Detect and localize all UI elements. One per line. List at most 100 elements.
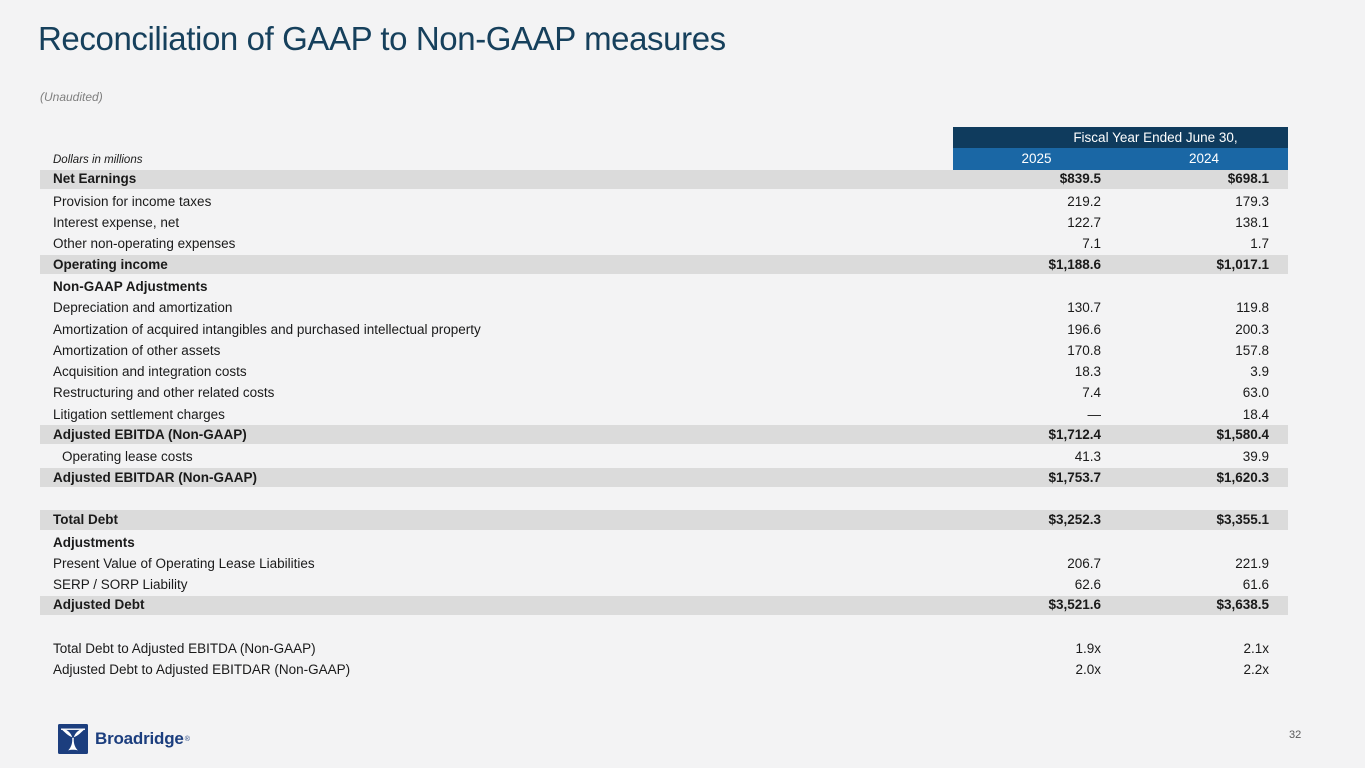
value-2024: 39.9 bbox=[1242, 449, 1269, 465]
value-2025: 41.3 bbox=[1074, 449, 1101, 465]
value-2024: 221.9 bbox=[1235, 555, 1269, 571]
registered-trademark-icon: ® bbox=[184, 735, 190, 743]
table-row: Total Debt $3,252.3 $3,355.1 bbox=[40, 510, 1288, 532]
value-2025: 130.7 bbox=[1067, 300, 1101, 316]
broadridge-logo-text: Broadridge bbox=[95, 729, 184, 748]
value-2024: 200.3 bbox=[1235, 321, 1269, 337]
row-label: Other non-operating expenses bbox=[53, 236, 236, 252]
row-label: Operating lease costs bbox=[62, 449, 193, 465]
page-number: 32 bbox=[1289, 729, 1302, 741]
spacer-row bbox=[40, 489, 1288, 510]
value-2025: $3,521.6 bbox=[1048, 597, 1101, 613]
value-2025: 1.9x bbox=[1075, 641, 1101, 657]
table-header-row-years: Dollars in millions 2025 2024 bbox=[40, 148, 1288, 170]
table-row: Amortization of other assets 170.8 157.8 bbox=[40, 340, 1288, 361]
row-label: Adjustments bbox=[53, 534, 135, 550]
row-label: Amortization of acquired intangibles and… bbox=[53, 321, 481, 337]
value-2025: 206.7 bbox=[1067, 555, 1101, 571]
table-row: Present Value of Operating Lease Liabili… bbox=[40, 553, 1288, 574]
row-label: Provision for income taxes bbox=[53, 193, 212, 209]
value-2024: $3,355.1 bbox=[1216, 512, 1269, 528]
value-2024: $698.1 bbox=[1227, 171, 1269, 187]
value-2024: 157.8 bbox=[1235, 342, 1269, 358]
row-label: Amortization of other assets bbox=[53, 342, 221, 358]
spacer-row bbox=[40, 617, 1288, 638]
row-label: Operating income bbox=[53, 256, 168, 272]
table-header-row-span: Fiscal Year Ended June 30, bbox=[40, 127, 1288, 149]
value-2024: 179.3 bbox=[1235, 193, 1269, 209]
row-label: Total Debt to Adjusted EBITDA (Non-GAAP) bbox=[53, 641, 316, 657]
value-2025: 7.4 bbox=[1082, 385, 1101, 401]
row-label: Acquisition and integration costs bbox=[53, 364, 247, 380]
year-columns-header: 2025 2024 bbox=[953, 148, 1288, 170]
value-2025: 170.8 bbox=[1067, 342, 1101, 358]
value-2025: 62.6 bbox=[1074, 577, 1101, 593]
table-row: Interest expense, net 122.7 138.1 bbox=[40, 212, 1288, 233]
table-row: Adjustments bbox=[40, 532, 1288, 553]
broadridge-logo: Broadridge ® bbox=[58, 724, 190, 754]
table-row: Adjusted EBITDA (Non-GAAP) $1,712.4 $1,580… bbox=[40, 425, 1288, 447]
value-2024: $1,620.3 bbox=[1216, 469, 1269, 485]
value-2024: 63.0 bbox=[1242, 385, 1269, 401]
value-2024: 2.2x bbox=[1243, 662, 1269, 678]
table-row: Net Earnings $839.5 $698.1 bbox=[40, 169, 1288, 191]
page-title: Reconciliation of GAAP to Non-GAAP measu… bbox=[38, 20, 726, 57]
table-row: Operating lease costs 41.3 39.9 bbox=[40, 446, 1288, 467]
table-row: Non-GAAP Adjustments bbox=[40, 276, 1288, 297]
column-header-2024: 2024 bbox=[1188, 151, 1220, 167]
value-2025: $839.5 bbox=[1059, 171, 1101, 187]
table-row: Amortization of acquired intangibles and… bbox=[40, 319, 1288, 340]
fiscal-year-header: Fiscal Year Ended June 30, bbox=[953, 127, 1288, 149]
value-2024: $1,580.4 bbox=[1216, 427, 1269, 443]
row-label: Present Value of Operating Lease Liabili… bbox=[53, 555, 315, 571]
units-note: Dollars in millions bbox=[53, 154, 143, 167]
unaudited-note: (Unaudited) bbox=[40, 90, 103, 104]
value-2025: $1,753.7 bbox=[1048, 469, 1101, 485]
row-label: Adjusted EBITDA (Non-GAAP) bbox=[53, 427, 247, 443]
reconciliation-table: Fiscal Year Ended June 30, Dollars in mi… bbox=[40, 127, 1288, 681]
value-2024: 119.8 bbox=[1236, 300, 1269, 316]
value-2024: 61.6 bbox=[1242, 577, 1269, 593]
table-row: Operating income $1,188.6 $1,017.1 bbox=[40, 254, 1288, 277]
table-row: Depreciation and amortization 130.7 119.8 bbox=[40, 297, 1288, 318]
value-2024: 1.7 bbox=[1250, 236, 1269, 252]
table-row: SERP / SORP Liability 62.6 61.6 bbox=[40, 574, 1288, 595]
row-label: Adjusted EBITDAR (Non-GAAP) bbox=[53, 469, 257, 485]
value-2024: 3.9 bbox=[1250, 364, 1269, 380]
row-label: SERP / SORP Liability bbox=[53, 577, 188, 593]
table-row: Adjusted Debt to Adjusted EBITDAR (Non-G… bbox=[40, 659, 1288, 680]
row-label: Depreciation and amortization bbox=[53, 300, 233, 316]
table-row: Restructuring and other related costs 7.4… bbox=[40, 383, 1288, 404]
value-2025: 2.0x bbox=[1075, 662, 1101, 678]
table-body: Net Earnings $839.5 $698.1 Provision for in… bbox=[40, 169, 1288, 681]
table-row: Adjusted EBITDAR (Non-GAAP) $1,753.7 $1,62… bbox=[40, 467, 1288, 490]
value-2024: 2.1x bbox=[1243, 641, 1269, 657]
table-row: Total Debt to Adjusted EBITDA (Non-GAAP)… bbox=[40, 638, 1288, 659]
row-label: Interest expense, net bbox=[53, 215, 180, 231]
row-label: Net Earnings bbox=[53, 171, 137, 187]
header-spacer bbox=[40, 127, 953, 148]
row-label: Non-GAAP Adjustments bbox=[53, 278, 208, 294]
value-2025: 122.7 bbox=[1067, 215, 1101, 231]
value-2025: 7.1 bbox=[1082, 236, 1101, 252]
value-2025: $1,188.6 bbox=[1048, 256, 1101, 272]
table-row: Litigation settlement charges — 18.4 bbox=[40, 404, 1288, 425]
table-row: Adjusted Debt $3,521.6 $3,638.5 bbox=[40, 595, 1288, 617]
row-label: Adjusted Debt to Adjusted EBITDAR (Non-G… bbox=[53, 662, 351, 678]
value-2025: $3,252.3 bbox=[1048, 512, 1101, 528]
row-label: Adjusted Debt bbox=[53, 597, 145, 613]
value-2025: $1,712.4 bbox=[1048, 427, 1101, 443]
value-2024: 18.4 bbox=[1242, 406, 1269, 422]
row-label: Restructuring and other related costs bbox=[53, 385, 275, 401]
value-2025: 18.3 bbox=[1074, 364, 1101, 380]
value-2024: 138.1 bbox=[1235, 215, 1269, 231]
row-label: Total Debt bbox=[53, 512, 118, 528]
row-label: Litigation settlement charges bbox=[53, 406, 225, 422]
table-row: Acquisition and integration costs 18.3 3.9 bbox=[40, 361, 1288, 382]
value-2024: $3,638.5 bbox=[1216, 597, 1269, 613]
value-2025: 219.2 bbox=[1067, 193, 1101, 209]
column-header-2025: 2025 bbox=[1021, 151, 1052, 167]
table-row: Provision for income taxes 219.2 179.3 bbox=[40, 191, 1288, 212]
value-2025: 196.6 bbox=[1067, 321, 1101, 337]
